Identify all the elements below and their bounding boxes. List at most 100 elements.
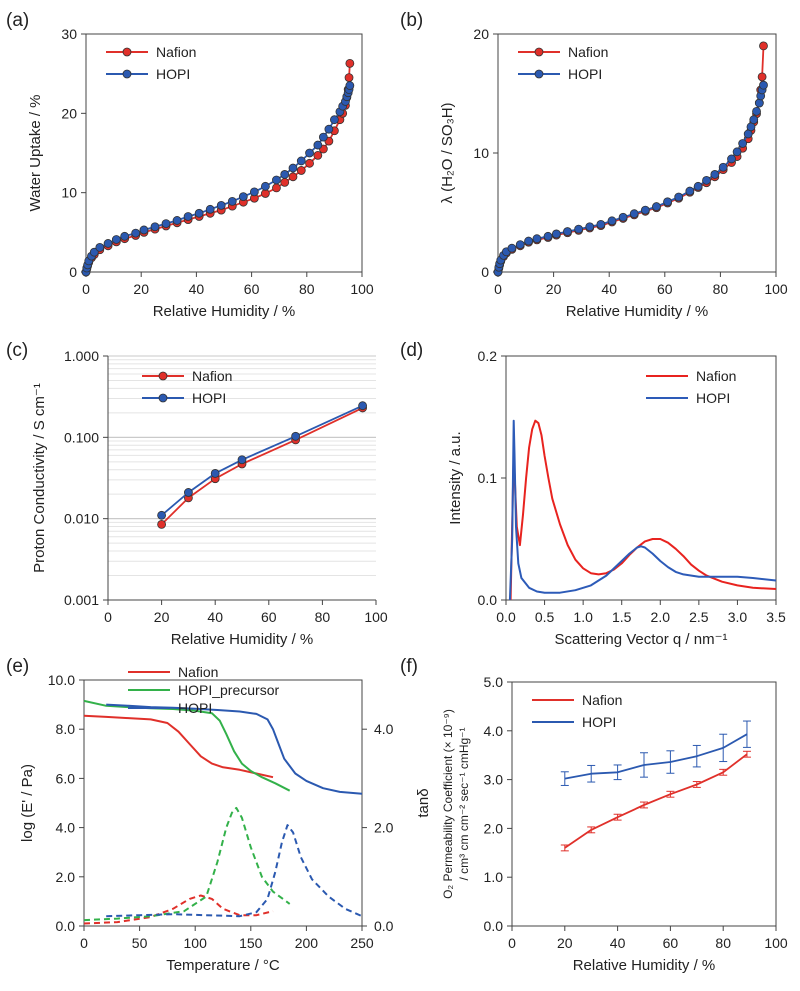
data-point bbox=[693, 181, 703, 191]
data-point bbox=[157, 520, 167, 529]
y2-tick-label: 4.0 bbox=[374, 721, 394, 737]
legend: Nafion HOPI bbox=[518, 44, 608, 82]
y-tick-label: 0.100 bbox=[64, 429, 99, 445]
x-tick-label: 100 bbox=[764, 935, 788, 951]
y-tick-label: 0 bbox=[69, 264, 77, 280]
legend-entry: Nafion bbox=[646, 368, 736, 384]
data-point bbox=[157, 510, 167, 520]
legend: Nafion HOPI bbox=[142, 368, 232, 406]
data-point bbox=[585, 222, 595, 232]
series-hopi-tan-delta bbox=[106, 824, 363, 918]
series-line bbox=[106, 824, 363, 918]
x-tick-label: 1.0 bbox=[573, 609, 593, 625]
legend-label: HOPI bbox=[696, 390, 730, 406]
x-tick-label: 80 bbox=[299, 281, 315, 297]
legend-entry: HOPI bbox=[646, 390, 730, 406]
panel-e: (e)0 50 100 150 200 2500.02.04.06.08.010.00.0… bbox=[6, 656, 432, 974]
y-tick-label: 20 bbox=[61, 105, 77, 121]
y-tick-label: 0.0 bbox=[484, 918, 504, 934]
data-point bbox=[183, 488, 193, 497]
data-point bbox=[345, 58, 355, 68]
x-axis-title: Relative Humidity / % bbox=[171, 631, 314, 648]
legend-label: HOPI bbox=[156, 66, 190, 82]
data-point bbox=[272, 175, 281, 185]
plot-frame bbox=[85, 33, 363, 273]
y-tick-label: 10 bbox=[61, 185, 77, 201]
legend-label: Nafion bbox=[178, 664, 218, 680]
x-tick-label: 20 bbox=[133, 281, 149, 297]
series-line bbox=[83, 894, 274, 925]
y-tick-label: 0.0 bbox=[56, 918, 76, 934]
legend-marker bbox=[534, 47, 544, 57]
panel-label: (a) bbox=[6, 10, 29, 31]
panel-c: (c) 0 20 40 60 80 100 0.001 0.010 0.100 1.000 Relat… bbox=[6, 340, 388, 648]
y-tick-label: 8.0 bbox=[56, 721, 76, 737]
x-tick-label: 80 bbox=[713, 281, 729, 297]
data-point bbox=[718, 162, 728, 172]
legend: Nafion HOPI bbox=[532, 692, 622, 730]
data-point bbox=[710, 170, 720, 179]
x-axis-title: Scattering Vector q / nm⁻¹ bbox=[555, 631, 728, 648]
x-tick-label: 50 bbox=[132, 935, 148, 951]
x-tick-label: 80 bbox=[315, 609, 331, 625]
data-point bbox=[111, 235, 121, 244]
legend-entry: Nafion bbox=[532, 692, 622, 708]
y-tick-label: 0.0 bbox=[478, 592, 498, 608]
legend: Nafion HOPI_precursor HOPI bbox=[128, 664, 279, 716]
data-point bbox=[131, 228, 141, 238]
legend-marker bbox=[158, 393, 168, 403]
series-line bbox=[161, 404, 363, 516]
series-line bbox=[83, 714, 274, 779]
data-point bbox=[759, 80, 768, 90]
plot-frame bbox=[83, 679, 363, 927]
x-tick-label: 100 bbox=[350, 281, 374, 297]
data-point bbox=[607, 216, 617, 226]
legend-entry: HOPI bbox=[142, 390, 226, 406]
legend-marker bbox=[122, 47, 132, 57]
x-axis-title: Relative Humidity / % bbox=[566, 303, 709, 320]
legend-label: Nafion bbox=[192, 368, 232, 384]
data-point bbox=[507, 243, 517, 253]
series-line bbox=[508, 419, 777, 601]
x-tick-label: 60 bbox=[663, 935, 679, 951]
x-tick-label: 0.0 bbox=[496, 609, 516, 625]
data-point bbox=[738, 139, 748, 148]
data-point bbox=[563, 227, 572, 236]
legend-label: HOPI bbox=[582, 714, 616, 730]
y-tick-label: 6.0 bbox=[56, 770, 76, 786]
series-nafion bbox=[509, 419, 777, 601]
data-point bbox=[291, 431, 301, 441]
series-line bbox=[85, 85, 351, 273]
y-tick-label: 5.0 bbox=[484, 674, 504, 690]
x-tick-label: 0 bbox=[508, 935, 516, 951]
legend-label: Nafion bbox=[696, 368, 736, 384]
y-tick-label: 0.1 bbox=[478, 470, 498, 486]
y-tick-label: 30 bbox=[61, 26, 77, 42]
legend-label: Nafion bbox=[568, 44, 608, 60]
legend-label: HOPI bbox=[568, 66, 602, 82]
y-tick-label: 10 bbox=[473, 145, 489, 161]
x-tick-label: 1.5 bbox=[612, 609, 632, 625]
y-tick-label: 1.0 bbox=[484, 869, 504, 885]
data-point bbox=[161, 219, 171, 229]
x-axis-title: Temperature / °C bbox=[166, 957, 280, 974]
x-tick-label: 60 bbox=[657, 281, 673, 297]
x-tick-label: 40 bbox=[189, 281, 205, 297]
data-point bbox=[210, 469, 220, 478]
panel-label: (f) bbox=[400, 656, 418, 677]
data-point bbox=[640, 205, 650, 215]
data-point bbox=[618, 212, 628, 222]
x-tick-label: 200 bbox=[295, 935, 319, 951]
data-point bbox=[702, 175, 711, 185]
x-tick-label: 100 bbox=[364, 609, 388, 625]
panel-a: (a) 0 20 40 60 80 100 0 10 20 30 Relative Humidity … bbox=[6, 10, 374, 320]
series-nafion bbox=[81, 58, 355, 277]
y-tick-label: 20 bbox=[473, 26, 489, 42]
panel-label: (d) bbox=[400, 340, 423, 361]
data-point bbox=[543, 231, 553, 241]
x-tick-label: 60 bbox=[261, 609, 277, 625]
data-point bbox=[237, 455, 247, 465]
y-tick-label: 2.0 bbox=[484, 820, 504, 836]
data-point bbox=[280, 170, 290, 179]
series-line bbox=[509, 419, 777, 601]
